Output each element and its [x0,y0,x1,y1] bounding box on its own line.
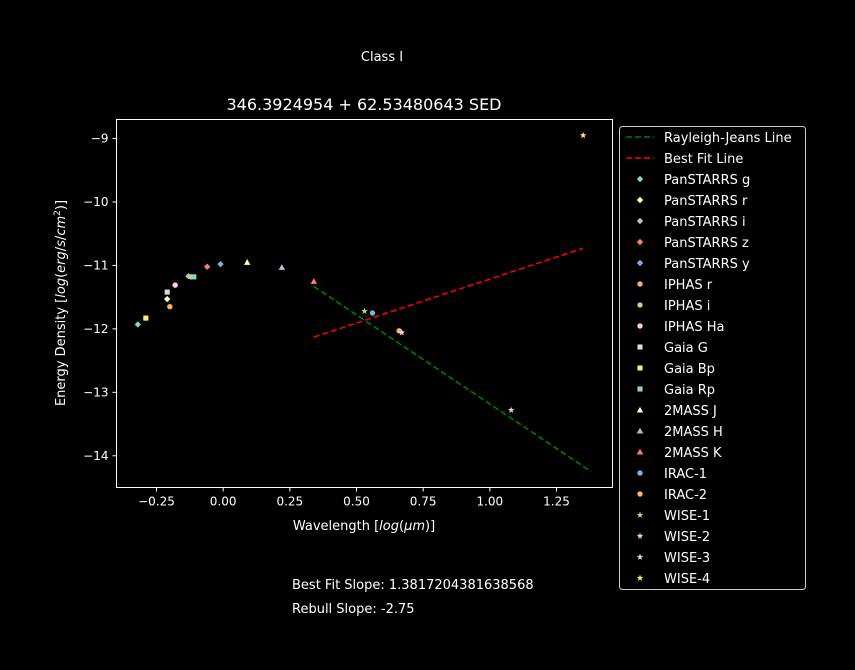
data-point [217,260,224,268]
data-point [369,310,376,316]
legend-marker [637,323,643,329]
data-point [310,278,318,284]
legend-label: WISE-4 [664,572,710,587]
legend-marker [636,574,644,581]
legend-label: WISE-3 [664,551,710,566]
y-tick-label: −12 [83,322,108,336]
data-point [361,307,368,314]
legend-label: 2MASS K [664,446,722,461]
legend-label: Rayleigh-Jeans Line [664,131,792,146]
data-point [507,406,515,413]
data-point [167,303,173,310]
legend-label: Best Fit Line [664,152,743,167]
legend-label: Gaia Rp [664,383,715,398]
legend-marker [636,175,644,183]
legend-marker [636,217,644,225]
x-tick-label: 0.00 [210,495,237,509]
figure-suptitle: Class I [361,50,403,65]
legend-marker [636,196,644,204]
x-tick-label: −0.25 [138,495,175,509]
legend-label: Gaia Bp [664,362,715,377]
legend-marker [636,532,644,539]
y-tick-label: −13 [83,385,108,399]
legend-label: WISE-2 [664,530,710,545]
x-tick-label: 1.25 [543,495,570,509]
data-point [172,282,178,288]
legend-marker [636,448,644,455]
legend-label: PanSTARRS r [664,194,748,209]
y-tick-label: −14 [83,449,108,463]
fit-lines [313,247,592,473]
y-axis: −14 −13 −12 −11 −10 −9 [83,132,117,463]
legend-label: 2MASS J [664,404,717,419]
legend-marker [637,365,643,371]
legend-label: PanSTARRS z [664,236,749,251]
best-fit-slope-text: Best Fit Slope: 1.3817204381638568 [292,578,534,593]
legend-marker [636,259,644,267]
rayleigh-jeans-line [313,285,592,473]
legend-label: WISE-1 [664,509,710,524]
legend-label: IPHAS r [664,278,713,293]
legend-label: IRAC-1 [664,467,707,482]
legend-marker [637,386,643,392]
plot-area [116,119,613,488]
data-point [278,264,286,270]
legend-marker [637,470,643,476]
x-axis-label: Wavelength [log(μm)] [293,519,435,534]
y-axis-label: Energy Density [log(erg/s/cm2)] [53,200,69,406]
legend-marker [636,553,644,560]
legend-marker [636,427,644,434]
legend-label: IPHAS i [664,299,710,314]
data-point [143,315,149,321]
legend-label: Gaia G [664,341,708,356]
best-fit-line [313,247,584,338]
legend-marker [637,491,643,497]
y-tick-label: −9 [91,132,109,146]
rebull-slope-text: Rebull Slope: -2.75 [292,602,415,617]
x-tick-label: 0.25 [276,495,303,509]
chart-title: 346.3924954 + 62.53480643 SED [226,95,501,114]
data-point [398,329,406,336]
data-point [203,263,211,270]
legend-box [619,126,806,590]
legend-marker [637,281,643,287]
legend-marker [636,511,644,518]
legend-label: IRAC-2 [664,488,707,503]
legend-label: PanSTARRS i [664,215,746,230]
legend: Rayleigh-Jeans Line Best Fit Line PanSTARR… [619,126,806,590]
legend-marker [636,406,644,413]
data-point [191,274,197,280]
y-tick-label: −11 [83,258,108,272]
legend-label: PanSTARRS g [664,173,750,188]
legend-marker [637,344,643,350]
data-point [579,131,587,139]
x-tick-label: 0.50 [343,495,370,509]
legend-marker [637,302,643,308]
legend-marker [636,238,644,246]
axes-frame [116,119,613,488]
data-point [163,295,171,303]
data-point [134,321,142,328]
x-tick-label: 1.00 [476,495,503,509]
data-point [243,259,251,265]
legend-label: IPHAS Ha [664,320,724,335]
data-point [164,289,170,295]
x-axis: −0.25 0.00 0.25 0.50 0.75 1.00 1.25 [138,487,570,509]
legend-label: PanSTARRS y [664,257,750,272]
legend-label: 2MASS H [664,425,723,440]
y-tick-label: −10 [83,195,108,209]
data-points [134,131,587,413]
x-tick-label: 0.75 [410,495,437,509]
